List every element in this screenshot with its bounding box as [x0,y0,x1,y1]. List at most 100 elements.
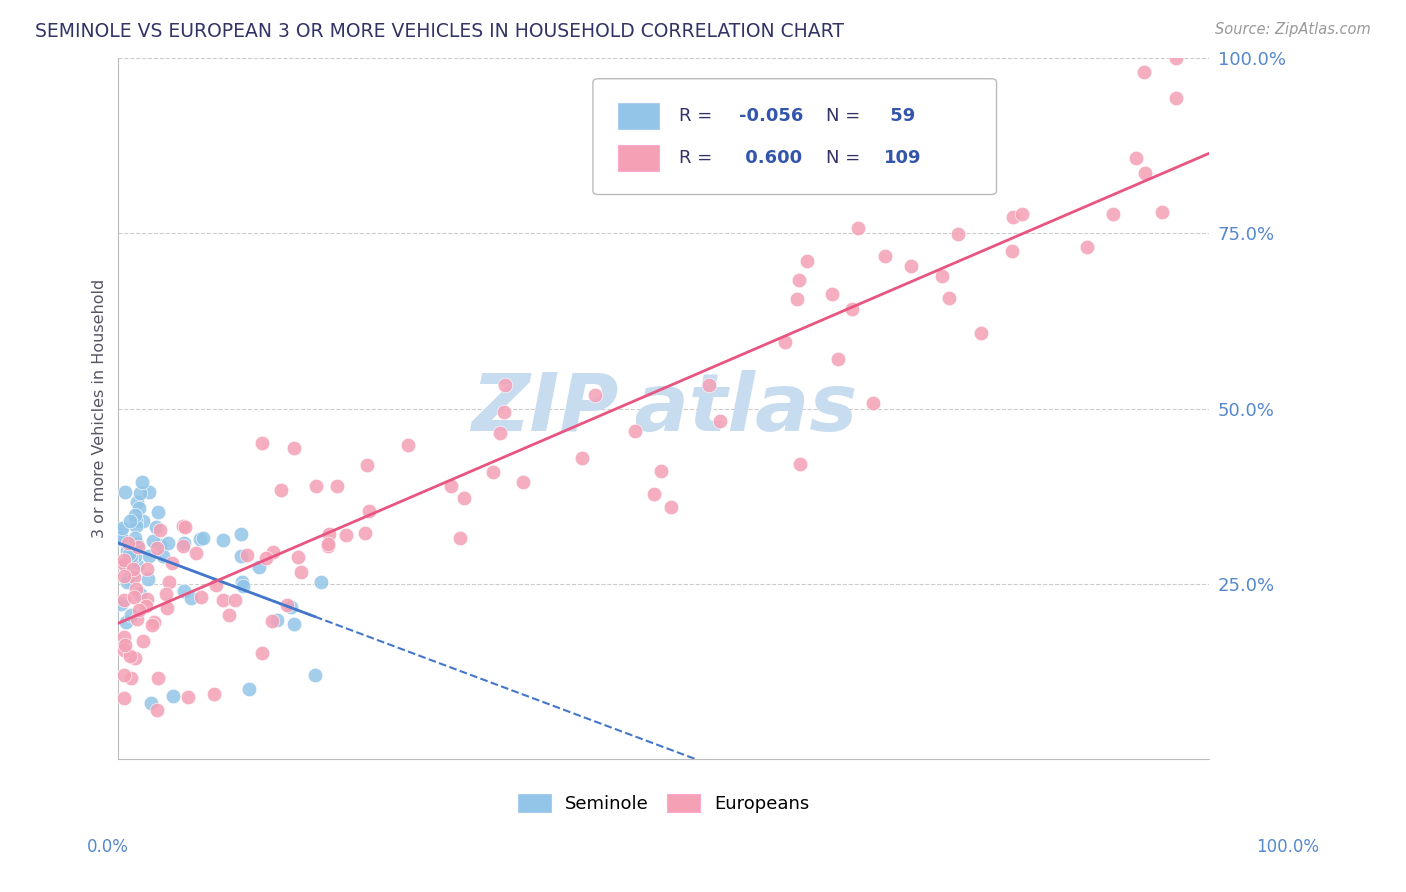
Point [266,613,288,627]
Point [125,519,148,533]
Point [846,221,869,235]
Point [173,583,195,598]
Point [142,534,165,549]
Point [122,570,145,584]
Point [138,484,160,499]
Point [290,566,312,580]
Point [172,519,194,533]
Point [624,424,647,438]
Point [946,227,969,241]
Text: 109: 109 [884,149,922,167]
FancyBboxPatch shape [619,103,659,129]
Point [152,549,174,564]
Point [128,501,150,516]
Point [114,615,136,630]
Text: Source: ZipAtlas.com: Source: ZipAtlas.com [1215,22,1371,37]
Point [512,475,534,489]
Point [1166,91,1188,105]
Text: 0.600: 0.600 [740,149,803,167]
Point [118,547,141,561]
Point [112,643,135,657]
Point [122,590,145,604]
Point [145,520,167,534]
Point [127,558,149,572]
Point [229,549,252,563]
Point [283,441,305,455]
Point [489,425,512,440]
Point [120,549,142,564]
Point [1002,210,1025,224]
Point [118,648,141,663]
Point [110,524,132,538]
Point [120,607,142,622]
Point [174,520,197,534]
Point [124,513,146,527]
Point [262,614,284,628]
Point [697,378,720,392]
Point [357,504,380,518]
Point [120,555,142,569]
Point [112,630,135,644]
Point [114,558,136,572]
Point [117,535,139,549]
Point [571,451,593,466]
Point [873,249,896,263]
Point [1150,204,1173,219]
Point [180,591,202,606]
Point [110,598,132,612]
Point [117,572,139,586]
Text: N =: N = [827,149,866,167]
Point [110,532,132,546]
Point [252,436,274,450]
Point [127,540,149,554]
Point [356,458,378,473]
Point [190,590,212,604]
Point [938,291,960,305]
Point [231,575,253,590]
Point [120,514,142,528]
Point [127,612,149,626]
Point [162,690,184,704]
Point [121,567,143,582]
Point [492,405,515,419]
Point [821,287,844,301]
Point [796,254,818,268]
Point [129,486,152,500]
Point [236,548,259,562]
Point [173,536,195,550]
Point [304,668,326,682]
Point [449,531,471,545]
Point [124,531,146,545]
Point [1011,207,1033,221]
Point [157,575,180,590]
Point [787,272,810,286]
Point [124,508,146,522]
FancyBboxPatch shape [593,78,997,194]
Point [396,438,419,452]
Point [789,457,811,471]
Point [146,541,169,555]
Point [205,578,228,592]
Point [494,378,516,392]
Text: -0.056: -0.056 [740,107,803,125]
Point [141,696,163,710]
Point [148,505,170,519]
Point [135,562,157,576]
Point [146,671,169,685]
Text: ZIP atlas: ZIP atlas [471,369,856,448]
Text: 59: 59 [884,107,915,125]
Point [121,562,143,576]
Point [124,650,146,665]
Point [970,326,993,341]
Point [157,536,180,550]
Y-axis label: 3 or more Vehicles in Household: 3 or more Vehicles in Household [93,279,107,538]
Text: N =: N = [827,107,866,125]
Point [117,574,139,589]
Point [112,668,135,682]
Text: R =: R = [679,149,718,167]
Point [841,302,863,317]
Point [211,593,233,607]
Point [1001,244,1024,258]
Point [112,557,135,571]
Point [188,533,211,547]
